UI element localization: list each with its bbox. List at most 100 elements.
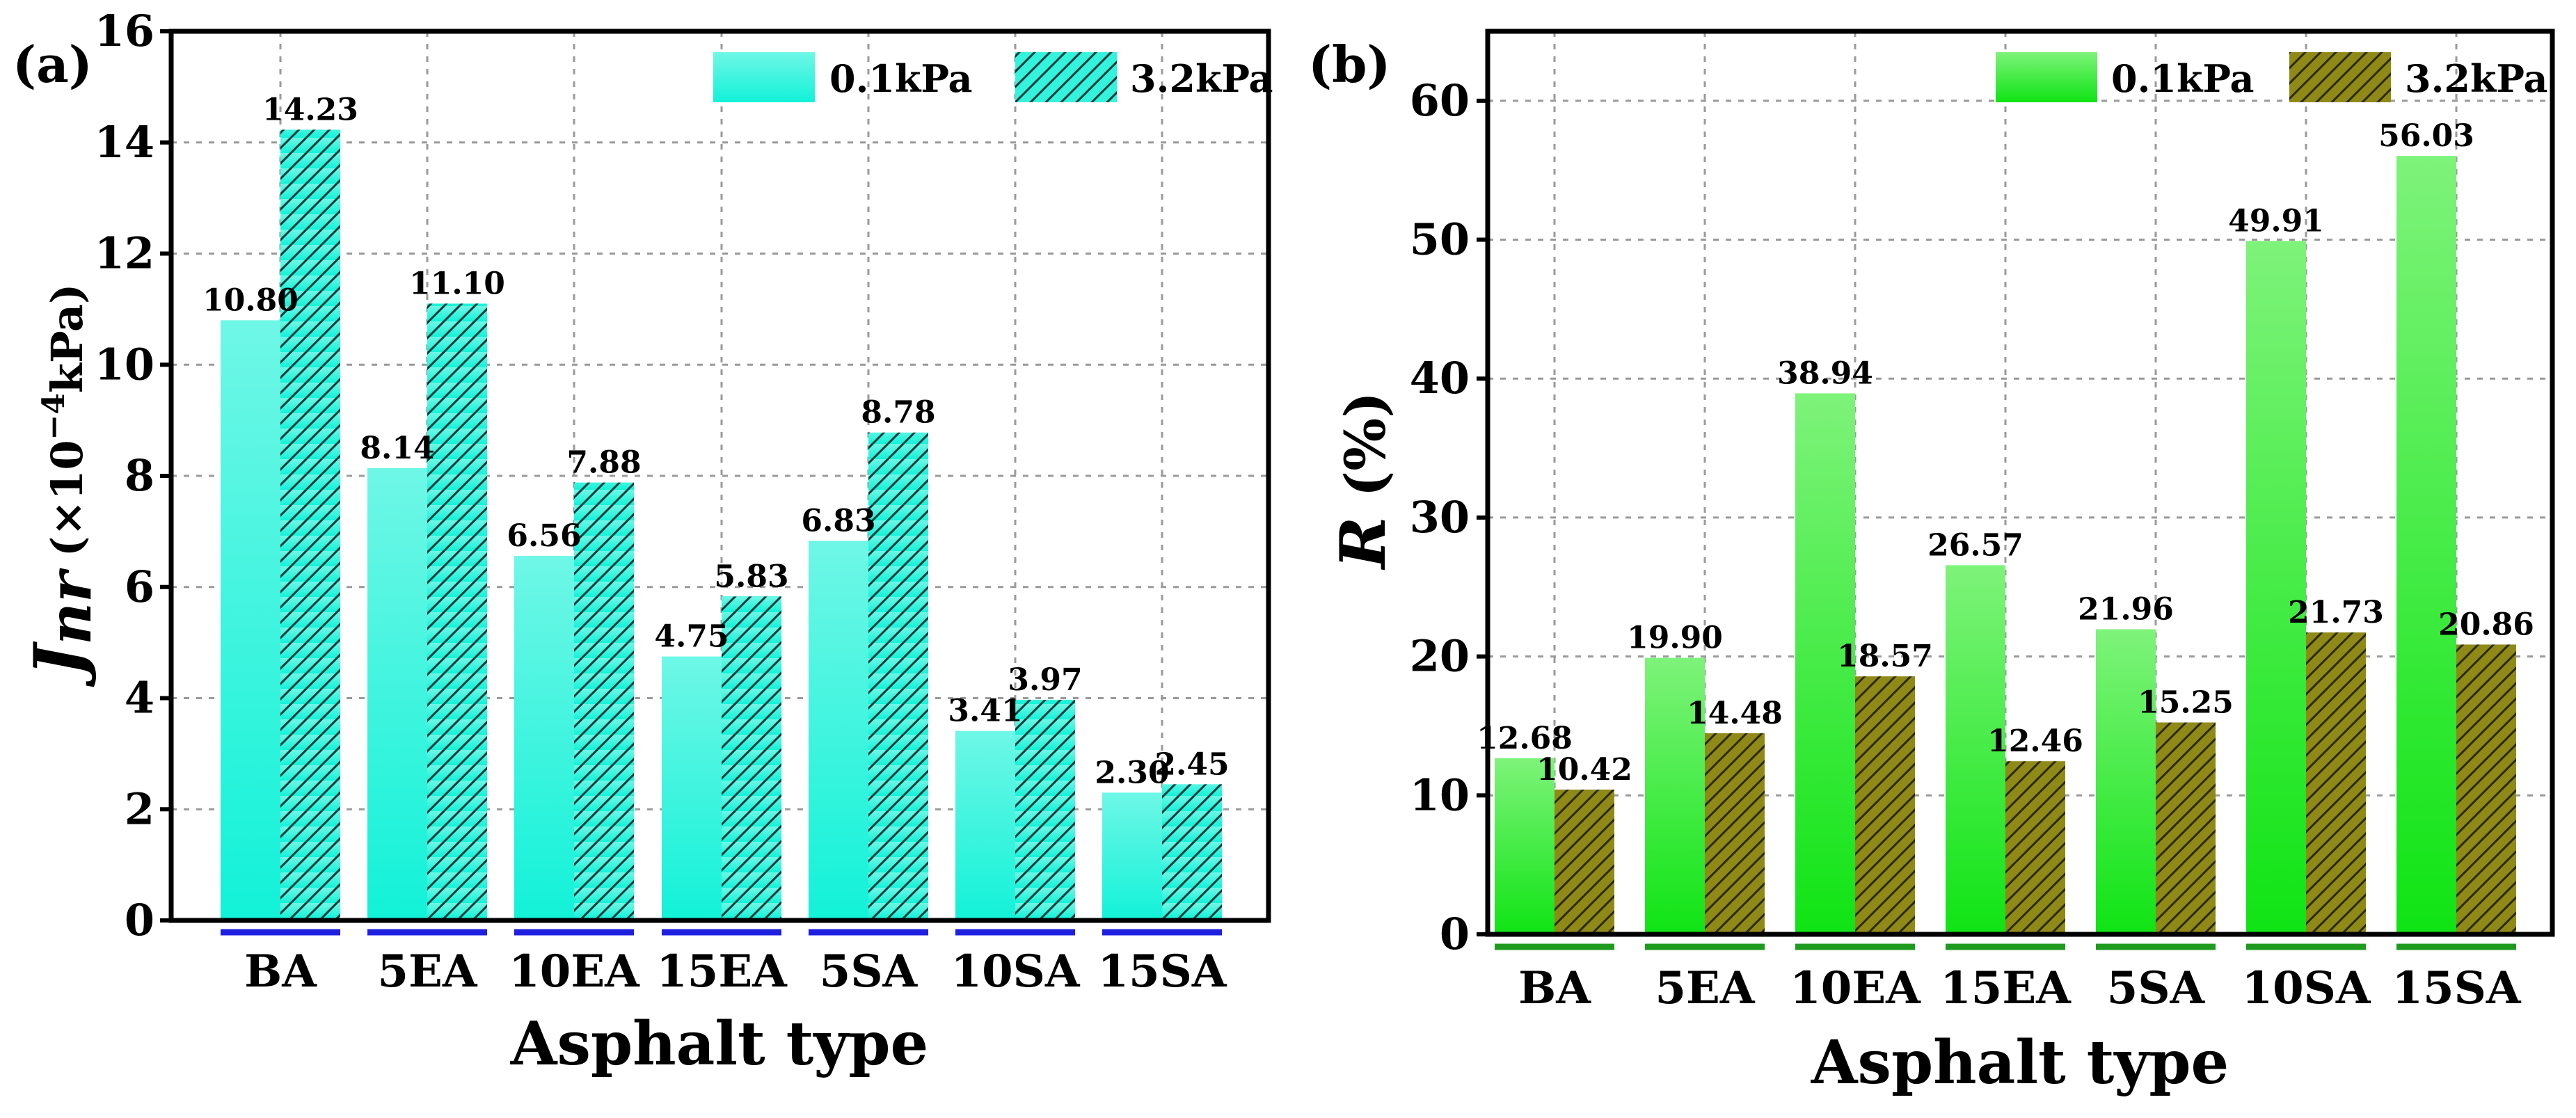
bar-a-low-15ea bbox=[662, 656, 722, 920]
legend-b: 0.1kPa 3.2kPa bbox=[1996, 52, 2548, 102]
bar-a-low-ba bbox=[221, 320, 280, 921]
x-tick-label: 15EA bbox=[656, 945, 788, 998]
bar-a-high-10ea bbox=[574, 482, 634, 920]
data-label-a-0-0: 10.80 bbox=[202, 282, 299, 318]
data-label-a-0-5: 3.41 bbox=[948, 694, 1022, 729]
y-tick-label: 16 bbox=[95, 6, 154, 56]
bar-a-high-15ea bbox=[722, 596, 781, 920]
data-label-a-0-1: 8.14 bbox=[360, 431, 434, 466]
data-label-b-1-5: 21.73 bbox=[2288, 595, 2384, 630]
legend-label-b-0: 0.1kPa bbox=[2111, 56, 2255, 101]
bars-a bbox=[221, 129, 1222, 921]
legend-swatch-b-1 bbox=[2289, 52, 2391, 102]
data-label-a-0-6: 2.30 bbox=[1095, 755, 1169, 790]
bar-b-high-10sa bbox=[2306, 632, 2366, 934]
bar-a-low-15sa bbox=[1102, 792, 1162, 920]
legend-label-b-1: 3.2kPa bbox=[2405, 56, 2548, 101]
y-tick-label: 30 bbox=[1410, 492, 1470, 543]
bar-a-high-5sa bbox=[868, 432, 928, 920]
x-tick-label: 5SA bbox=[820, 945, 919, 998]
bar-b-high-15ea bbox=[2005, 761, 2065, 934]
legend-label-a-0: 0.1kPa bbox=[829, 56, 973, 101]
legend-label-a-1: 3.2kPa bbox=[1130, 56, 1273, 101]
data-label-b-0-1: 19.90 bbox=[1627, 621, 1723, 656]
x-tick-label: 15SA bbox=[2392, 962, 2522, 1014]
bar-a-low-5ea bbox=[367, 468, 427, 920]
y-ticks-b: 0 10 20 30 40 50 60 bbox=[1410, 75, 1488, 959]
y-tick-label: 40 bbox=[1410, 353, 1470, 404]
x-tick-labels-b: BA 5EA 10EA 15EA 5SA 10SA 15SA bbox=[1518, 962, 2522, 1014]
data-label-b-1-2: 18.57 bbox=[1837, 639, 1933, 674]
y-tick-label: 2 bbox=[125, 783, 154, 834]
y-tick-label: 6 bbox=[125, 561, 154, 612]
data-label-a-1-2: 7.88 bbox=[566, 445, 641, 481]
data-label-a-1-0: 14.23 bbox=[262, 92, 358, 127]
x-tick-label: 10SA bbox=[2242, 962, 2371, 1014]
data-label-a-1-1: 11.10 bbox=[409, 266, 505, 301]
data-label-b-1-4: 15.25 bbox=[2138, 685, 2234, 720]
y-tick-label: 8 bbox=[125, 450, 154, 501]
data-label-b-0-6: 56.03 bbox=[2378, 118, 2474, 154]
y-tick-label: 14 bbox=[95, 117, 154, 168]
y-tick-label: 50 bbox=[1410, 214, 1470, 265]
data-label-b-1-1: 14.48 bbox=[1687, 696, 1783, 731]
data-labels-b: 12.68 19.90 38.94 26.57 21.96 49.91 56.03 10.42… bbox=[1477, 118, 2534, 788]
legend-swatch-a-0 bbox=[713, 52, 815, 102]
bar-b-low-10ea bbox=[1795, 393, 1855, 934]
bar-a-high-5ea bbox=[427, 303, 487, 920]
x-tick-label: 10EA bbox=[509, 945, 640, 998]
x-tick-label: 10SA bbox=[951, 945, 1081, 998]
x-tick-label: BA bbox=[244, 945, 317, 998]
plot-frame-b bbox=[1485, 29, 2555, 937]
bar-b-low-15sa bbox=[2396, 156, 2456, 934]
y-axis-title-a: Jnr (×10−4kPa) bbox=[19, 284, 104, 688]
bar-b-high-ba bbox=[1555, 789, 1614, 934]
data-label-a-0-3: 4.75 bbox=[654, 619, 729, 655]
panel-label-b: (b) bbox=[1308, 35, 1390, 94]
bar-a-high-ba bbox=[280, 129, 340, 920]
y-tick-label: 20 bbox=[1410, 631, 1470, 682]
legend-a: 0.1kPa 3.2kPa bbox=[713, 52, 1273, 102]
bar-b-high-5ea bbox=[1705, 733, 1765, 934]
y-tick-label: 10 bbox=[1410, 769, 1470, 820]
data-label-b-1-3: 12.46 bbox=[1987, 724, 2083, 759]
x-tick-label: BA bbox=[1518, 962, 1591, 1014]
y-tick-label: 10 bbox=[95, 339, 154, 390]
data-label-b-0-5: 49.91 bbox=[2228, 203, 2324, 239]
bar-b-high-15sa bbox=[2456, 644, 2516, 934]
y-tick-label: 12 bbox=[95, 228, 154, 279]
bar-b-low-5sa bbox=[2096, 629, 2156, 934]
legend-swatch-a-1 bbox=[1015, 52, 1117, 102]
bar-a-high-10sa bbox=[1015, 699, 1075, 920]
legend-swatch-b-0 bbox=[1996, 52, 2097, 102]
panel-label-a: (a) bbox=[13, 35, 93, 94]
data-label-b-1-6: 20.86 bbox=[2438, 607, 2534, 642]
x-tick-label: 5SA bbox=[2107, 962, 2206, 1014]
bar-b-high-10ea bbox=[1855, 676, 1915, 934]
data-label-a-1-6: 2.45 bbox=[1154, 746, 1229, 782]
data-label-a-0-4: 6.83 bbox=[801, 503, 875, 538]
data-labels-a: 10.80 8.14 6.56 4.75 6.83 3.41 2.30 14.23 11.10 7… bbox=[202, 92, 1229, 790]
y-tick-label: 0 bbox=[1440, 909, 1470, 959]
bar-a-low-5sa bbox=[809, 541, 868, 920]
y-tick-label: 4 bbox=[125, 673, 154, 724]
data-label-b-0-0: 12.68 bbox=[1477, 721, 1573, 756]
data-label-a-1-5: 3.97 bbox=[1008, 662, 1082, 698]
x-tick-label: 15SA bbox=[1098, 945, 1227, 998]
y-ticks-a: 0 2 4 6 8 10 12 14 16 bbox=[95, 6, 171, 945]
panel-b: (b) 12.6819.9038.9426.5721.9649.9156.031… bbox=[1308, 29, 2555, 1098]
bar-a-low-10sa bbox=[955, 730, 1015, 920]
bar-a-low-10ea bbox=[514, 556, 574, 920]
x-tick-label: 5EA bbox=[378, 945, 478, 998]
bar-b-low-15ea bbox=[1946, 565, 2005, 934]
bar-b-low-5ea bbox=[1645, 657, 1705, 934]
data-label-a-0-2: 6.56 bbox=[507, 518, 581, 554]
panel-a: (a) 10.80 8.14 6.56 4.75 6.83 3.41 2.30 14.23 11… bbox=[13, 6, 1273, 1079]
data-label-a-1-3: 5.83 bbox=[714, 559, 788, 594]
x-tick-label: 15EA bbox=[1940, 962, 2072, 1014]
bars-b bbox=[1495, 156, 2516, 934]
bar-b-high-5sa bbox=[2156, 722, 2216, 934]
x-axis-title-b: Asphalt type bbox=[1811, 1028, 2229, 1098]
y-axis-title-b: R (%) bbox=[1326, 392, 1400, 570]
